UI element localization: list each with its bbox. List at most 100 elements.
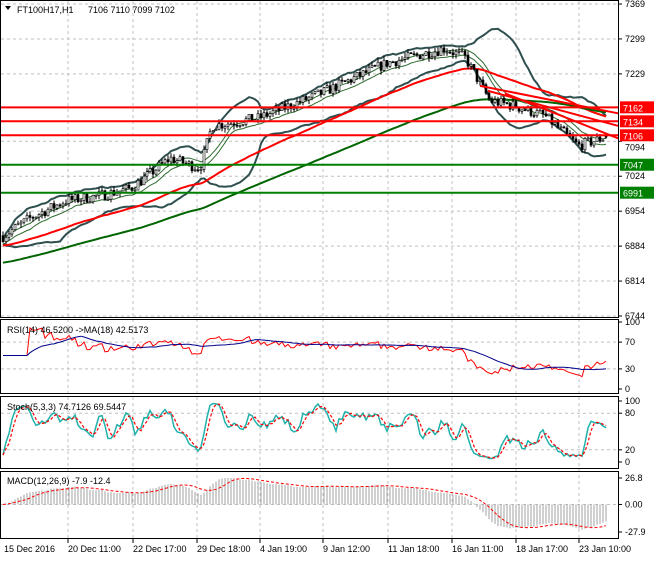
candle-body	[202, 149, 206, 170]
candle	[76, 191, 80, 204]
candle-body	[499, 98, 503, 106]
candle	[265, 110, 269, 119]
candle	[457, 47, 461, 55]
candle-body	[301, 96, 305, 103]
stoch-main-line	[2, 402, 607, 460]
candle-body	[163, 159, 167, 164]
candle-body	[247, 114, 251, 119]
candle-body	[145, 171, 149, 177]
candle	[373, 64, 377, 67]
candle	[352, 73, 356, 84]
candle	[73, 192, 77, 203]
candle	[190, 160, 194, 174]
candle	[574, 136, 578, 143]
candle-body	[331, 84, 335, 94]
candle-body	[325, 85, 329, 88]
candle-body	[91, 194, 95, 203]
candle-body	[241, 124, 245, 126]
candle-body	[61, 203, 65, 207]
symbol-timeframe: FT100H17,H1	[17, 5, 74, 15]
candle-body	[562, 126, 566, 129]
candle	[328, 82, 332, 94]
candle	[430, 53, 434, 60]
candle-body	[16, 223, 20, 226]
candle	[403, 53, 407, 63]
candle	[160, 159, 164, 165]
rsi-tick-label: 70	[625, 337, 635, 347]
candle	[211, 130, 215, 133]
candle-body	[451, 52, 455, 56]
candle-body	[442, 47, 446, 53]
candle	[406, 49, 410, 61]
candle	[367, 63, 371, 76]
ohlc-readout: 7106 7110 7099 7102	[88, 5, 175, 15]
candle-body	[517, 107, 521, 112]
candle-body	[385, 59, 389, 67]
candle	[262, 109, 266, 121]
candle	[106, 196, 110, 201]
price-axis[interactable]: 7369 7299 7229 7094 7024 6954 6884 6814 6744 7162…	[618, 0, 654, 537]
candle-body	[391, 61, 395, 64]
candle-body	[313, 91, 317, 94]
candle-body	[250, 114, 254, 122]
candle-body	[337, 79, 341, 91]
candle-body	[142, 175, 146, 186]
candle-body	[316, 89, 320, 92]
price-tick-label: 6744	[625, 311, 645, 321]
time-tick-label: 16 Jan 11:00	[452, 544, 503, 554]
candle-body	[289, 103, 293, 109]
candle	[109, 188, 113, 203]
candle	[136, 178, 140, 191]
level-label: 7134	[623, 117, 643, 127]
candle	[463, 49, 467, 59]
candle-body	[229, 123, 233, 126]
candle-body	[298, 101, 302, 103]
price-tick-label: 6954	[625, 206, 645, 216]
stoch-tick-label: 100	[625, 396, 640, 406]
candle-body	[292, 108, 296, 110]
candle-body	[19, 221, 23, 225]
candle-body	[49, 203, 53, 210]
candle	[16, 220, 20, 226]
candle	[583, 137, 587, 154]
candle	[103, 189, 107, 201]
candle	[334, 82, 338, 94]
candle	[445, 48, 449, 56]
candle	[220, 122, 224, 132]
candle-body	[595, 136, 599, 142]
candle	[22, 218, 26, 225]
candle-body	[217, 123, 221, 130]
candle	[61, 201, 65, 209]
candle-body	[478, 79, 482, 82]
candle-body	[520, 109, 524, 112]
candle-body	[592, 141, 596, 146]
candle-body	[469, 64, 473, 67]
candle-body	[64, 203, 68, 205]
candle-body	[421, 55, 425, 60]
candle-body	[181, 156, 185, 164]
candle	[397, 56, 401, 70]
dropdown-triangle-icon[interactable]	[5, 6, 11, 10]
candle-body	[232, 123, 236, 126]
candle	[343, 80, 347, 82]
candle	[382, 55, 386, 72]
rsi-tick-label: 0	[625, 384, 630, 394]
candle-body	[307, 96, 311, 101]
level-label-box	[620, 186, 654, 199]
candle-body	[583, 138, 587, 151]
time-axis[interactable]: 15 Dec 2016 20 Dec 11:00 22 Dec 17:00 29 De…	[0, 538, 631, 554]
candle-body	[13, 224, 17, 230]
candle	[427, 47, 431, 62]
candle	[313, 91, 317, 95]
time-tick-label: 29 Dec 18:00	[197, 544, 251, 554]
candle-body	[31, 217, 35, 219]
candle	[370, 61, 374, 69]
candle-body	[130, 187, 134, 191]
candle	[88, 197, 92, 204]
candle	[535, 106, 539, 118]
candle-body	[352, 76, 356, 83]
candle	[379, 60, 383, 75]
candle	[388, 61, 392, 68]
candle-body	[295, 101, 299, 109]
